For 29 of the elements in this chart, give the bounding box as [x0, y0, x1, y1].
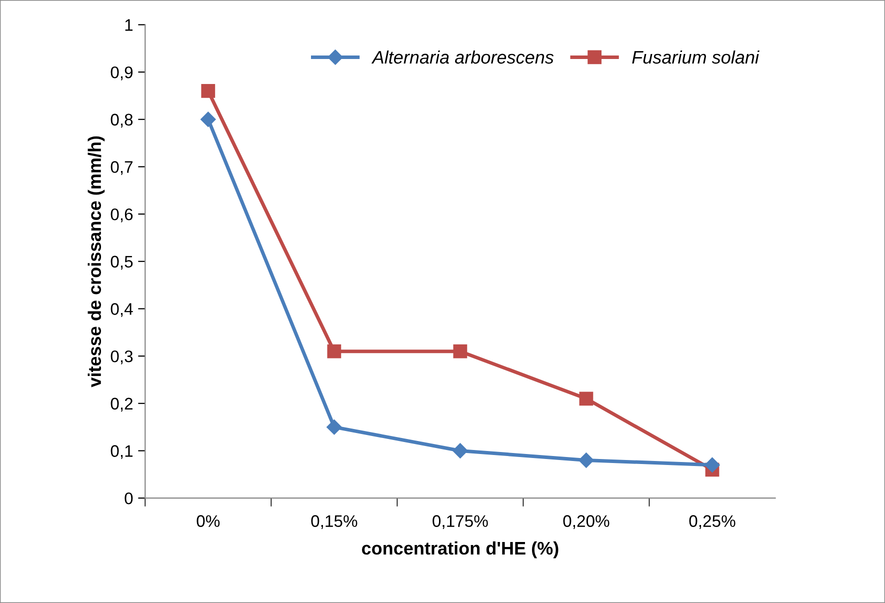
y-tick-label: 0,2 [110, 398, 132, 412]
y-tick-label: 0,9 [110, 66, 133, 80]
legend-label: Fusarium solani [632, 50, 760, 64]
y-tick-label: 0 [124, 492, 133, 504]
point [201, 84, 216, 98]
y-tick-label: 0,8 [110, 114, 133, 128]
point [327, 344, 342, 358]
x-tick-label: 0,25% [689, 515, 736, 529]
x-axis-title: concentration d'HE (%) [362, 541, 558, 558]
x-tick-label: 0,175% [432, 515, 488, 529]
y-tick-label: 0,7 [110, 161, 132, 175]
y-tick-label: 0,3 [110, 350, 133, 364]
y-tick-label: 0,6 [110, 208, 133, 222]
y-tick-label: 0,1 [110, 445, 133, 459]
y-tick-label: 0,5 [110, 256, 133, 270]
point [200, 112, 216, 127]
x-tick-label: 0,20% [563, 515, 610, 529]
x-tick-label: 0,15% [311, 515, 358, 529]
point [452, 443, 468, 458]
point [704, 457, 720, 473]
point [453, 344, 468, 358]
point [579, 392, 594, 406]
point [578, 452, 594, 468]
x-tick-label: 0% [196, 515, 220, 527]
y-tick-label: 1 [125, 19, 133, 31]
point [326, 420, 342, 435]
legend-label: Alternaria arborescens [371, 50, 554, 64]
y-tick-label: 0,4 [110, 303, 133, 317]
y-axis-title: vitesse de croissance (mm/h) [88, 136, 105, 388]
